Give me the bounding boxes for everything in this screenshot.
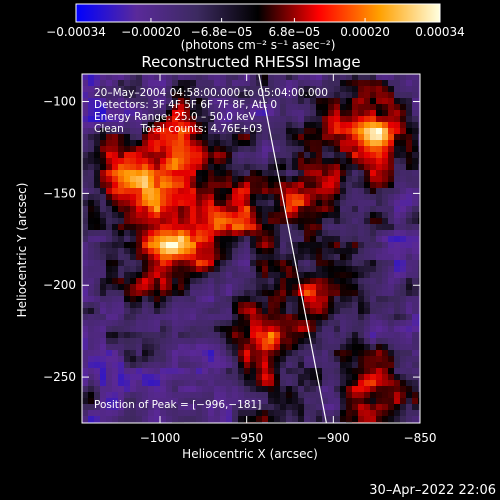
plot-frame bbox=[81, 73, 421, 424]
observation-info: 20–May–2004 04:58:00.000 to 05:04:00.000… bbox=[94, 87, 328, 135]
colorbar-unit-label: (photons cm⁻² s⁻¹ asec⁻²) bbox=[181, 38, 336, 52]
info-energy-range: Energy Range: 25.0 – 50.0 keV bbox=[94, 111, 256, 123]
y-tick-label: −100 bbox=[43, 95, 76, 109]
x-tick-label: −1000 bbox=[140, 431, 181, 445]
colorbar-tick-label: −0.00020 bbox=[121, 25, 181, 39]
y-tick-label: −250 bbox=[43, 370, 76, 384]
solar-limb-line bbox=[258, 73, 327, 424]
plot-title: Reconstructed RHESSI Image bbox=[141, 53, 360, 71]
render-timestamp: 30–Apr–2022 22:06 bbox=[369, 483, 496, 498]
x-tick-label: −850 bbox=[404, 431, 437, 445]
y-tick-label: −150 bbox=[43, 186, 76, 200]
info-detectors: Detectors: 3F 4F 5F 6F 7F 8F, Att 0 bbox=[94, 99, 277, 111]
x-axis-title: Heliocentric X (arcsec) bbox=[182, 447, 318, 461]
heatmap-image bbox=[82, 74, 420, 423]
y-axis-title: Heliocentric Y (arcsec) bbox=[15, 183, 29, 318]
info-clean-counts: Clean Total counts: 4.76E+03 bbox=[94, 123, 263, 135]
colorbar-tick-label: 0.00034 bbox=[415, 25, 465, 39]
peak-position-label: Position of Peak = [−996,−181] bbox=[94, 399, 261, 411]
colorbar bbox=[75, 3, 441, 23]
x-tick-label: −950 bbox=[230, 431, 263, 445]
y-axis-ticks: −100 −150 −200 −250 bbox=[43, 95, 420, 384]
colorbar-ticks: −0.00034 −0.00020 −6.8e−05 6.8e−05 0.00020 0.… bbox=[46, 18, 465, 39]
colorbar-tick-label: −0.00034 bbox=[46, 25, 106, 39]
y-tick-label: −200 bbox=[43, 278, 76, 292]
x-axis-ticks: −1000 −950 −900 −850 bbox=[140, 74, 437, 445]
colorbar-tick-label: −6.8e−05 bbox=[191, 25, 253, 39]
info-time-range: 20–May–2004 04:58:00.000 to 05:04:00.000 bbox=[94, 87, 328, 99]
x-tick-label: −900 bbox=[317, 431, 350, 445]
colorbar-tick-label: 0.00020 bbox=[340, 25, 390, 39]
colorbar-tick-label: 6.8e−05 bbox=[269, 25, 321, 39]
